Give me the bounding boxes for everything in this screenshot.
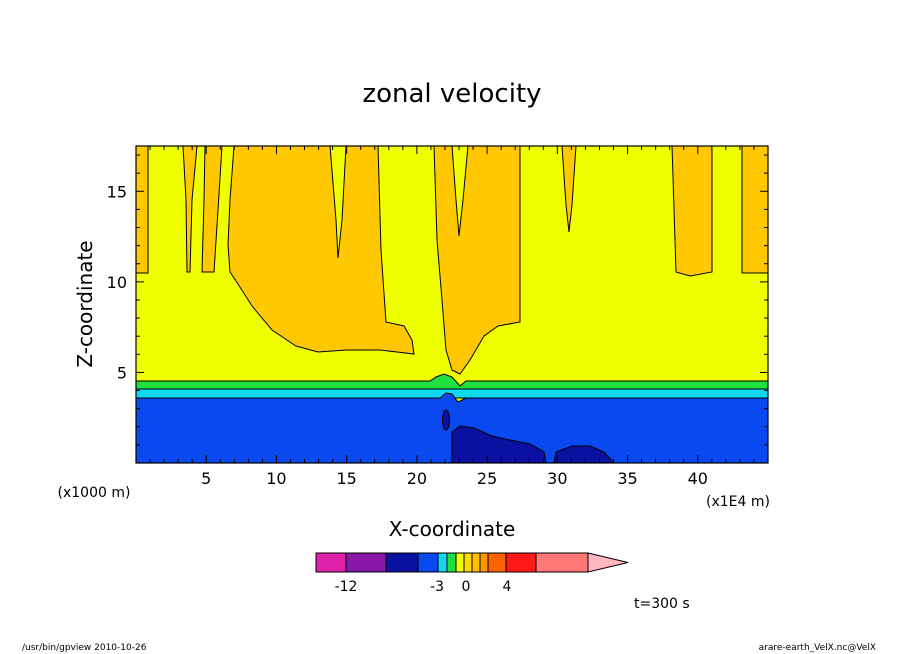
- y-tick-label: 5: [117, 363, 127, 382]
- x-tick-label: 5: [201, 469, 211, 488]
- colorbar-tick-labels: -12 -3 0 4: [335, 579, 512, 595]
- colorbar-swatch: [471, 552, 481, 573]
- colorbar-swatch: [385, 552, 419, 573]
- plot-field: [135, 145, 769, 464]
- colorbar-swatch: [505, 552, 537, 573]
- y-axis-label: Z-coordinate: [73, 240, 97, 367]
- colorbar-label-4: 4: [503, 579, 512, 595]
- time-label: t=300 s: [634, 596, 690, 612]
- plot-frame: [135, 145, 769, 464]
- x-tick-label: 30: [547, 469, 567, 488]
- x-tick-labels: 5 10 15 20 25 30 35 40: [201, 469, 708, 488]
- x-unit-label: (x1E4 m): [706, 494, 770, 510]
- orange-right-1: [671, 145, 713, 277]
- colorbar-swatch: [315, 552, 347, 573]
- orange-center: [433, 145, 521, 375]
- colorbar-swatch: [446, 552, 457, 573]
- colorbar-swatch: [479, 552, 489, 573]
- colorbar-swatch: [437, 552, 448, 573]
- colorbar-swatch: [463, 552, 473, 573]
- x-axis-label: X-coordinate: [389, 517, 516, 541]
- chart-title: zonal velocity: [362, 79, 541, 109]
- footer-right: arare-earth_VelX.nc@VelX: [759, 643, 876, 653]
- colorbar-swatch: [535, 552, 589, 573]
- y-tick-label: 10: [107, 273, 127, 292]
- colorbar-label-0: 0: [462, 579, 471, 595]
- colorbar-label-neg12: -12: [335, 579, 358, 595]
- colorbar-swatch: [417, 552, 439, 573]
- orange-large-left: [227, 145, 415, 355]
- colorbar-arrow: [587, 552, 629, 573]
- region-positive-upper: [135, 145, 769, 375]
- y-tick-label: 15: [107, 182, 127, 201]
- footer-left: /usr/bin/gpview 2010-10-26: [22, 643, 147, 653]
- x-tick-label: 35: [617, 469, 637, 488]
- colorbar-swatch: [455, 552, 465, 573]
- darkblue-small-core: [442, 409, 450, 431]
- x-tick-label: 40: [688, 469, 708, 488]
- x-axis: [149, 146, 755, 463]
- x-tick-label: 10: [266, 469, 286, 488]
- y-tick-labels: 5 10 15: [107, 182, 127, 382]
- colorbar-swatch: [345, 552, 387, 573]
- x-tick-label: 20: [407, 469, 427, 488]
- y-unit-label: (x1000 m): [58, 485, 131, 501]
- x-tick-label: 25: [477, 469, 497, 488]
- colorbar: [315, 552, 629, 573]
- x-tick-label: 15: [336, 469, 356, 488]
- colorbar-label-neg3: -3: [430, 579, 444, 595]
- y-axis: [136, 154, 768, 446]
- darkblue-core-1: [451, 425, 547, 464]
- colorbar-swatch: [487, 552, 507, 573]
